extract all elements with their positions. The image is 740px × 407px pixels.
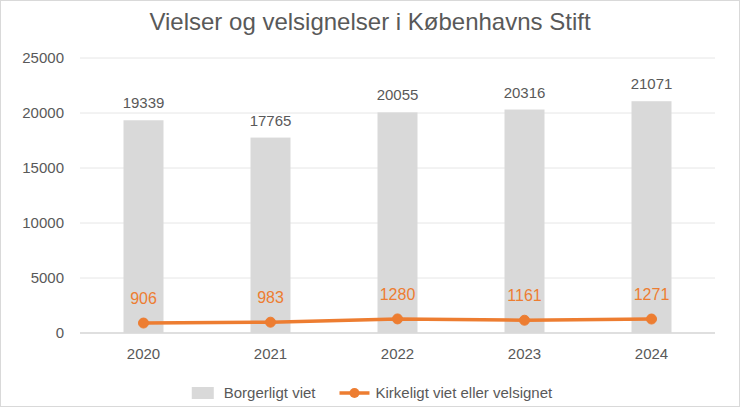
point-label: 1161 bbox=[507, 287, 542, 304]
x-tick-label: 2022 bbox=[381, 345, 414, 362]
bar-label: 20316 bbox=[504, 84, 546, 101]
chart: Vielser og velsignelser i Københavns Sti… bbox=[0, 0, 740, 407]
x-tick-label: 2020 bbox=[127, 345, 160, 362]
bar-label: 17765 bbox=[250, 112, 292, 129]
point-label: 906 bbox=[130, 290, 157, 307]
frame bbox=[1, 1, 740, 407]
marks bbox=[124, 101, 672, 333]
legend-label: Borgerligt viet bbox=[224, 384, 317, 401]
legend-label: Kirkeligt viet eller velsignet bbox=[375, 384, 553, 401]
point-label: 1271 bbox=[634, 286, 670, 303]
y-tick-label: 15000 bbox=[22, 159, 64, 176]
y-tick-label: 5000 bbox=[31, 269, 64, 286]
point bbox=[647, 314, 657, 324]
bar bbox=[632, 101, 672, 333]
legend-item: Kirkeligt viet eller velsignet bbox=[339, 384, 553, 401]
point bbox=[266, 317, 276, 327]
x-tick-label: 2024 bbox=[635, 345, 668, 362]
point bbox=[139, 318, 149, 328]
bar bbox=[124, 120, 164, 333]
title: Vielser og velsignelser i Københavns Sti… bbox=[149, 8, 590, 35]
x-tick-label: 2021 bbox=[254, 345, 287, 362]
point bbox=[393, 314, 403, 324]
bar-label: 20055 bbox=[377, 86, 419, 103]
bar bbox=[505, 110, 545, 333]
point-label: 983 bbox=[257, 289, 284, 306]
legend: Borgerligt viet Kirkeligt viet eller vels… bbox=[192, 384, 553, 401]
bar bbox=[378, 112, 418, 333]
y-tick-label: 10000 bbox=[22, 214, 64, 231]
data-labels: 19339 17765 20055 20316 21071 906 983 1280 1161 1… bbox=[123, 75, 673, 307]
bar-label: 21071 bbox=[631, 75, 673, 92]
point-label: 1280 bbox=[380, 286, 416, 303]
x-tick-label: 2023 bbox=[508, 345, 541, 362]
y-tick-label: 0 bbox=[56, 324, 64, 341]
legend-item: Borgerligt viet bbox=[192, 384, 317, 401]
legend-marker bbox=[349, 388, 359, 398]
point bbox=[520, 315, 530, 325]
y-tick-label: 25000 bbox=[22, 49, 64, 66]
y-tick-label: 20000 bbox=[22, 104, 64, 121]
bar-label: 19339 bbox=[123, 94, 165, 111]
bar bbox=[251, 138, 291, 333]
grid-line bbox=[80, 58, 715, 59]
legend-swatch bbox=[192, 387, 214, 399]
